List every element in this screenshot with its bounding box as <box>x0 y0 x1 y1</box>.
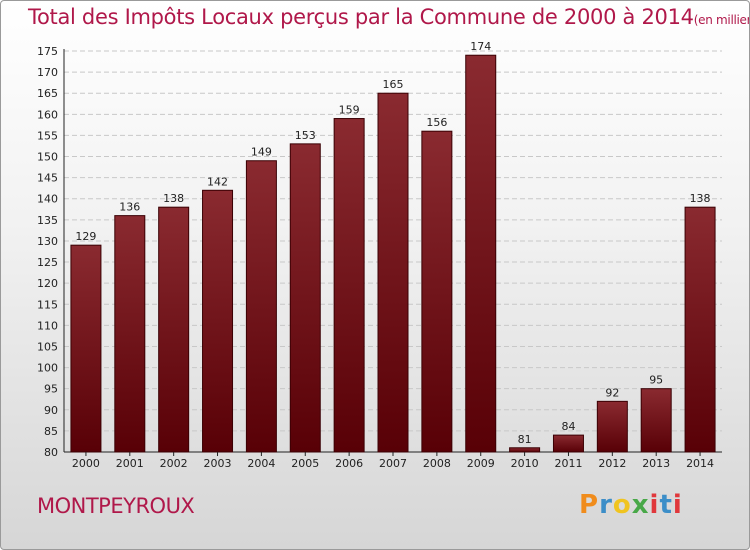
data-label: 138 <box>163 192 184 205</box>
x-tick-label: 2010 <box>511 457 539 470</box>
bar <box>509 447 541 453</box>
y-tick-label: 160 <box>37 108 58 121</box>
y-tick-label: 105 <box>37 340 58 353</box>
x-tick-label: 2014 <box>686 457 714 470</box>
y-tick-label: 175 <box>37 45 58 58</box>
data-label: 153 <box>295 129 316 142</box>
data-label: 138 <box>690 192 711 205</box>
bar <box>114 215 146 453</box>
bar <box>70 244 102 453</box>
x-tick-label: 2002 <box>160 457 188 470</box>
plot-area: 80 85 90 95 100 105 110 115 120 125 130 135 140 145 15… <box>37 40 722 470</box>
bar <box>640 388 672 453</box>
y-tick-label: 95 <box>44 383 58 396</box>
data-label: 149 <box>251 146 272 159</box>
y-tick-label: 125 <box>37 256 58 269</box>
data-label: 159 <box>339 104 360 117</box>
data-label: 129 <box>75 230 96 243</box>
data-label: 84 <box>561 420 575 433</box>
bar <box>377 92 409 453</box>
data-label: 174 <box>470 40 491 53</box>
bar <box>202 189 234 453</box>
data-label: 95 <box>649 374 663 387</box>
x-tick-label: 2003 <box>204 457 232 470</box>
commune-name: MONTPEYROUX <box>37 494 195 518</box>
y-tick-label: 145 <box>37 172 58 185</box>
data-label: 136 <box>119 201 140 214</box>
y-tick-label: 150 <box>37 151 58 164</box>
bar <box>289 143 321 453</box>
title-text: Total des Impôts Locaux perçus par la Co… <box>28 5 694 29</box>
bar <box>684 206 716 453</box>
data-label: 92 <box>605 386 619 399</box>
y-tick-label: 155 <box>37 129 58 142</box>
y-tick-label: 85 <box>44 425 58 438</box>
bar <box>465 54 497 453</box>
data-label: 165 <box>383 78 404 91</box>
y-tick-label: 100 <box>37 362 58 375</box>
bar <box>333 118 365 453</box>
bar <box>596 400 628 453</box>
x-tick-label: 2001 <box>116 457 144 470</box>
y-tick-label: 90 <box>44 404 58 417</box>
y-tick-label: 110 <box>37 319 58 332</box>
data-label: 142 <box>207 175 228 188</box>
y-tick-label: 130 <box>37 235 58 248</box>
x-tick-label: 2009 <box>467 457 495 470</box>
y-tick-label: 170 <box>37 66 58 79</box>
bar <box>552 434 584 453</box>
chart-title: Total des Impôts Locaux perçus par la Co… <box>28 5 749 29</box>
x-tick-label: 2000 <box>72 457 100 470</box>
x-tick-label: 2011 <box>554 457 582 470</box>
y-tick-label: 115 <box>37 298 58 311</box>
x-tick-label: 2006 <box>335 457 363 470</box>
bar <box>245 160 277 453</box>
x-tick-label: 2005 <box>291 457 319 470</box>
y-tick-label: 135 <box>37 214 58 227</box>
y-tick-label: 165 <box>37 87 58 100</box>
x-tick-label: 2013 <box>642 457 670 470</box>
x-tick-label: 2007 <box>379 457 407 470</box>
y-tick-label: 120 <box>37 277 58 290</box>
proxiti-logo: Proxiti <box>579 490 683 520</box>
x-tick-label: 2004 <box>247 457 275 470</box>
y-tick-label: 140 <box>37 193 58 206</box>
data-label: 81 <box>518 433 532 446</box>
x-tick-label: 2012 <box>598 457 626 470</box>
bar <box>421 130 453 453</box>
x-tick-label: 2008 <box>423 457 451 470</box>
title-unit: (en milliers d'€) <box>693 13 749 27</box>
data-label: 156 <box>426 116 447 129</box>
y-tick-label: 80 <box>44 446 58 459</box>
bar <box>158 206 190 453</box>
